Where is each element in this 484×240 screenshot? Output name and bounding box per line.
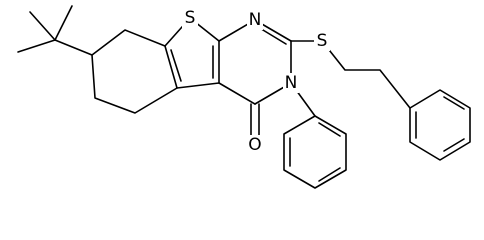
bonds: [17, 5, 471, 189]
atom-label: N: [249, 10, 262, 30]
atom-labels: S N S N O: [182, 8, 330, 155]
atom-label: N: [285, 73, 298, 93]
molecule: S N S N O: [17, 5, 471, 189]
atom-label: S: [317, 31, 328, 51]
atom-label: O: [248, 135, 261, 155]
atom-label: S: [185, 8, 196, 28]
